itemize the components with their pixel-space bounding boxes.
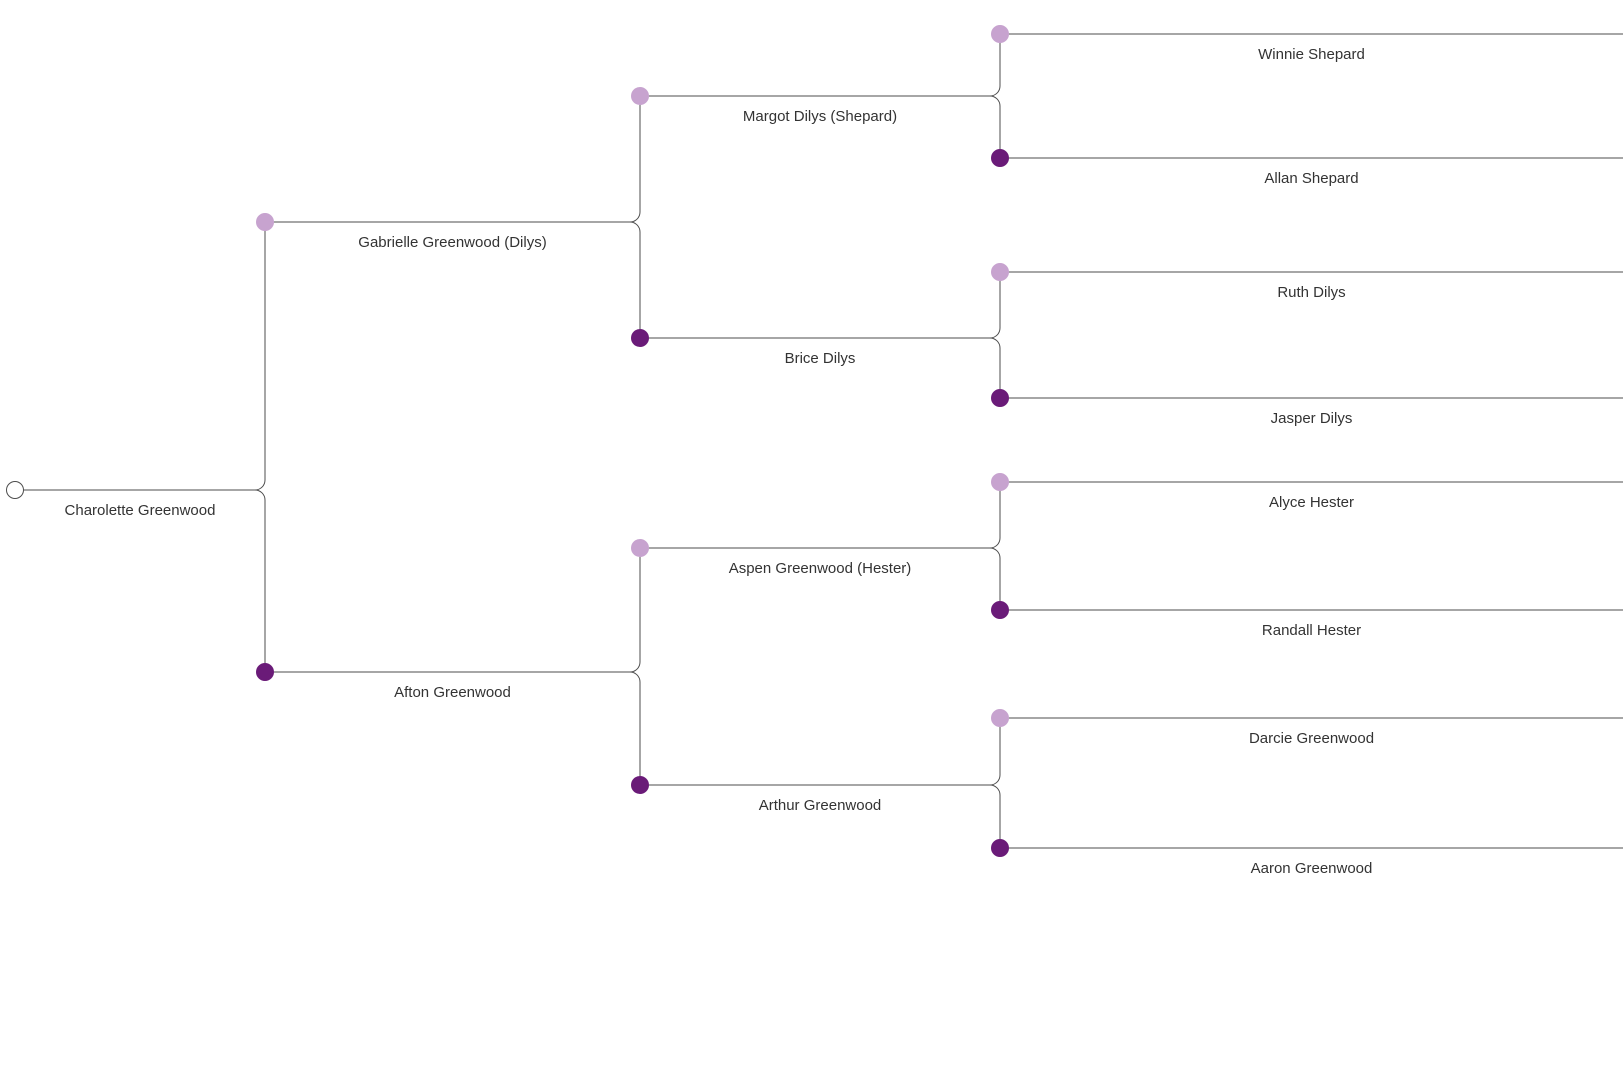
node-ruth[interactable] — [992, 264, 1009, 281]
edge-arthur-aaron — [640, 785, 1000, 848]
edge-arthur-darcie — [640, 718, 1000, 785]
label-jasper: Jasper Dilys — [1271, 410, 1353, 427]
label-brice: Brice Dilys — [785, 350, 856, 367]
edge-aspen-randall — [640, 548, 1000, 610]
label-aaron: Aaron Greenwood — [1251, 860, 1373, 877]
node-randall[interactable] — [992, 602, 1009, 619]
node-alyce[interactable] — [992, 474, 1009, 491]
edge-margot-winnie — [640, 34, 1000, 96]
label-alyce: Alyce Hester — [1269, 494, 1354, 511]
family-tree-diagram: Charolette Greenwood Gabrielle Greenwood … — [0, 0, 1623, 1076]
label-winnie: Winnie Shepard — [1258, 46, 1365, 63]
edge-aspen-alyce — [640, 482, 1000, 548]
label-arthur: Arthur Greenwood — [759, 797, 882, 814]
nodes-group: Charolette Greenwood Gabrielle Greenwood … — [7, 26, 1375, 878]
edge-brice-ruth — [640, 272, 1000, 338]
node-gabrielle[interactable] — [257, 214, 274, 231]
label-aspen: Aspen Greenwood (Hester) — [729, 560, 912, 577]
edge-gabrielle-margot — [265, 96, 640, 222]
node-aspen[interactable] — [632, 540, 649, 557]
label-margot: Margot Dilys (Shepard) — [743, 108, 897, 125]
node-brice[interactable] — [632, 330, 649, 347]
node-allan[interactable] — [992, 150, 1009, 167]
label-allan: Allan Shepard — [1264, 170, 1358, 187]
label-afton: Afton Greenwood — [394, 684, 511, 701]
node-winnie[interactable] — [992, 26, 1009, 43]
edge-brice-jasper — [640, 338, 1000, 398]
node-root[interactable] — [7, 482, 24, 499]
edges-group — [15, 34, 1623, 848]
label-root: Charolette Greenwood — [65, 502, 216, 519]
node-arthur[interactable] — [632, 777, 649, 794]
node-darcie[interactable] — [992, 710, 1009, 727]
node-margot[interactable] — [632, 88, 649, 105]
label-ruth: Ruth Dilys — [1277, 284, 1345, 301]
label-randall: Randall Hester — [1262, 622, 1361, 639]
node-jasper[interactable] — [992, 390, 1009, 407]
node-aaron[interactable] — [992, 840, 1009, 857]
edge-afton-aspen — [265, 548, 640, 672]
label-gabrielle: Gabrielle Greenwood (Dilys) — [358, 234, 546, 251]
node-afton[interactable] — [257, 664, 274, 681]
edge-margot-allan — [640, 96, 1000, 158]
edge-root-gabrielle — [15, 222, 265, 490]
label-darcie: Darcie Greenwood — [1249, 730, 1374, 747]
